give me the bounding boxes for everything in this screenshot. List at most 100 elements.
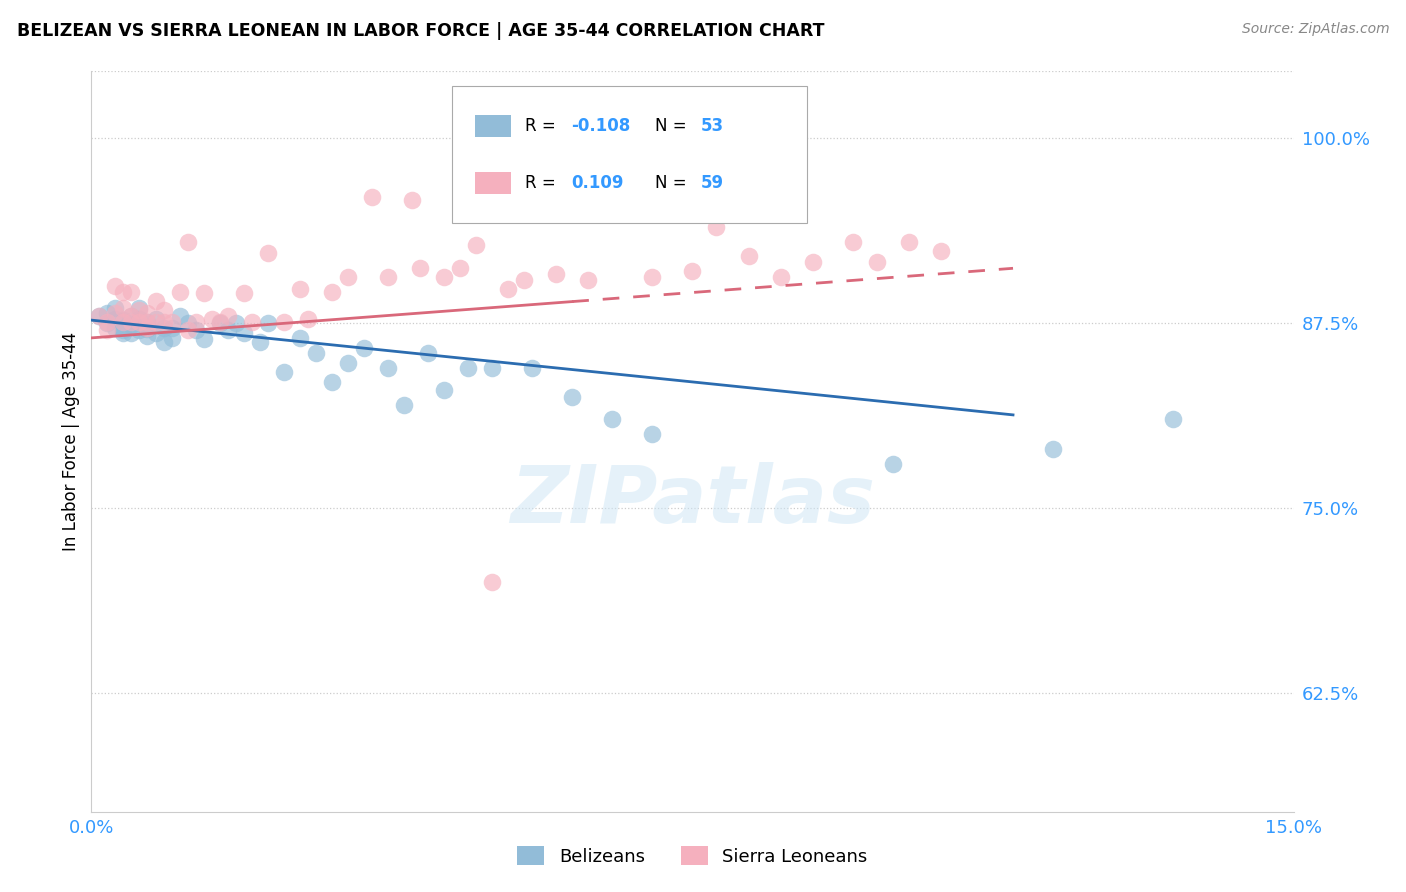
Point [169,309,191,323]
Point [353,341,375,355]
Point [145,326,167,341]
Point [112,324,135,338]
FancyBboxPatch shape [475,172,510,194]
Point [112,313,135,327]
Point [96,316,118,330]
Point [89,309,111,323]
Point [201,311,224,326]
Point [208,316,231,330]
Point [208,315,231,329]
Point [112,326,135,341]
Point [184,324,207,338]
FancyBboxPatch shape [475,115,510,137]
Point [121,285,143,299]
Point [176,316,198,330]
Point [152,335,174,350]
Text: 59: 59 [700,174,724,192]
Text: 53: 53 [700,117,724,136]
Point [273,315,295,329]
Point [176,235,198,249]
Point [256,246,278,260]
Point [152,302,174,317]
Point [392,398,415,412]
Point [336,270,359,285]
Text: R =: R = [526,174,561,192]
Point [193,286,215,301]
Point [128,302,150,317]
Point [513,273,536,287]
Point [321,376,343,390]
Point [112,285,135,299]
Point [96,315,118,329]
Point [288,331,311,345]
Point [433,383,456,397]
Text: ZIPatlas: ZIPatlas [510,462,875,540]
Point [136,315,159,329]
Point [681,264,703,278]
Point [602,412,624,426]
Point [305,345,328,359]
Point [576,273,599,287]
Point [481,360,503,375]
Point [136,315,159,329]
Point [249,335,271,350]
Point [128,311,150,326]
Point [433,270,456,285]
Point [193,332,215,346]
Point [240,315,263,329]
Point [641,427,664,442]
Point [136,320,159,334]
Point [112,315,135,329]
Point [89,309,111,323]
Point [128,324,150,338]
Point [121,315,143,329]
Text: BELIZEAN VS SIERRA LEONEAN IN LABOR FORCE | AGE 35-44 CORRELATION CHART: BELIZEAN VS SIERRA LEONEAN IN LABOR FORC… [17,22,824,40]
Point [897,235,920,249]
FancyBboxPatch shape [451,87,807,223]
Point [416,345,439,359]
Point [121,309,143,323]
Point [481,575,503,590]
Text: N =: N = [655,117,692,136]
Point [522,360,544,375]
Point [121,309,143,323]
Point [377,270,399,285]
Point [104,301,127,316]
Point [496,282,519,296]
Point [297,311,319,326]
Point [96,306,118,320]
Point [104,306,127,320]
Point [112,301,135,316]
Text: N =: N = [655,174,692,192]
Point [160,320,183,334]
Text: Source: ZipAtlas.com: Source: ZipAtlas.com [1241,22,1389,37]
Point [360,190,382,204]
Point [882,457,904,471]
Point [145,293,167,308]
Legend: Belizeans, Sierra Leoneans: Belizeans, Sierra Leoneans [510,839,875,873]
Point [128,301,150,316]
Point [401,193,423,207]
Point [136,322,159,336]
Point [145,315,167,329]
Point [465,237,488,252]
Point [160,331,183,345]
Point [288,282,311,296]
Point [104,311,127,326]
Point [841,235,863,249]
Point [96,324,118,338]
Point [641,270,664,285]
Point [457,360,479,375]
Point [561,390,583,404]
Point [184,315,207,329]
Point [104,320,127,334]
Point [152,315,174,329]
Point [273,365,295,379]
Point [121,326,143,341]
Point [225,316,247,330]
Text: R =: R = [526,117,561,136]
Point [136,306,159,320]
Point [1042,442,1064,456]
Point [256,316,278,330]
Point [136,329,159,343]
